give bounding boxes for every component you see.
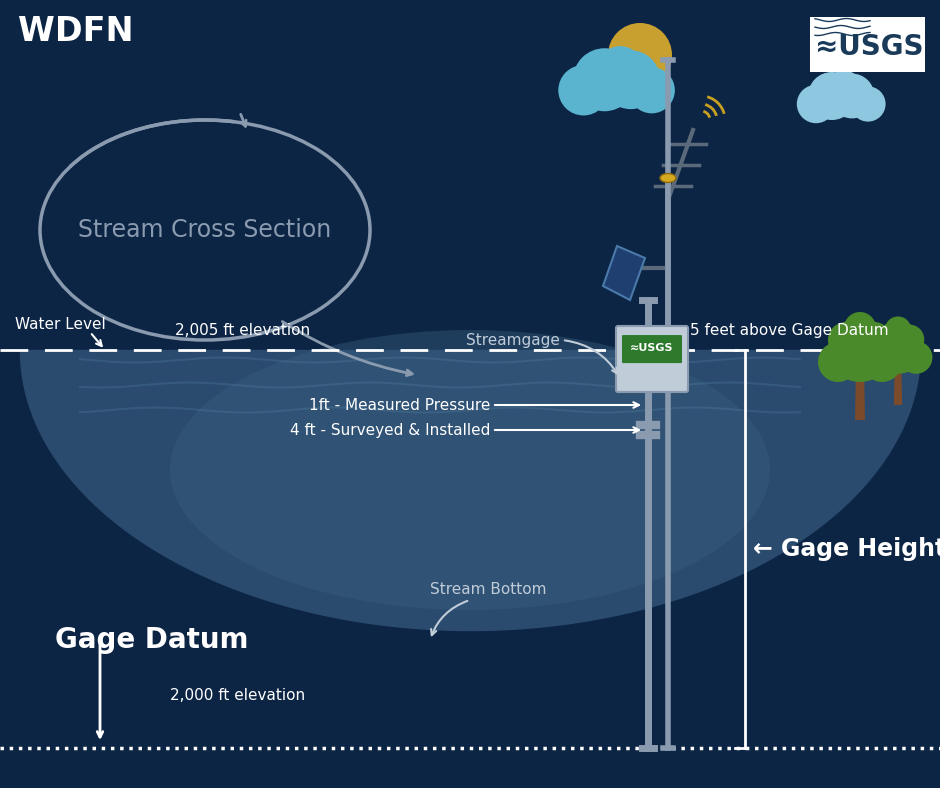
Text: 4 ft - Surveyed & Installed: 4 ft - Surveyed & Installed [290, 422, 490, 437]
Circle shape [871, 325, 901, 354]
Circle shape [880, 340, 903, 363]
Circle shape [826, 70, 862, 106]
Text: Gage Datum: Gage Datum [55, 626, 248, 654]
Circle shape [811, 76, 840, 105]
Polygon shape [894, 360, 902, 405]
Circle shape [862, 342, 902, 382]
Text: ← Gage Height: ← Gage Height [753, 537, 940, 561]
Circle shape [797, 85, 836, 123]
Ellipse shape [170, 330, 770, 610]
Circle shape [851, 87, 885, 121]
Circle shape [818, 342, 858, 382]
Text: Streamgage: Streamgage [466, 333, 560, 348]
Circle shape [856, 322, 892, 358]
Circle shape [828, 322, 864, 358]
Circle shape [893, 340, 916, 363]
Text: 1ft - Measured Pressure: 1ft - Measured Pressure [308, 397, 490, 412]
Circle shape [854, 341, 882, 369]
Ellipse shape [660, 173, 676, 183]
Circle shape [871, 322, 924, 374]
FancyBboxPatch shape [616, 326, 688, 392]
Circle shape [608, 23, 672, 87]
Text: Stream Bottom: Stream Bottom [430, 582, 546, 597]
Circle shape [808, 72, 856, 120]
Polygon shape [855, 365, 865, 420]
Circle shape [558, 65, 609, 116]
Circle shape [895, 325, 924, 354]
Text: WDFN: WDFN [18, 15, 133, 48]
Text: Stream Cross Section: Stream Cross Section [78, 218, 332, 242]
FancyBboxPatch shape [622, 335, 682, 363]
Polygon shape [603, 246, 645, 300]
Circle shape [597, 46, 643, 92]
Circle shape [864, 341, 897, 374]
Text: ≈USGS: ≈USGS [630, 343, 674, 353]
Text: 5 feet above Gage Datum: 5 feet above Gage Datum [690, 323, 888, 338]
Circle shape [602, 50, 660, 110]
Circle shape [577, 54, 615, 91]
Circle shape [885, 317, 911, 343]
Text: 2,000 ft elevation: 2,000 ft elevation [170, 687, 306, 702]
Circle shape [838, 341, 866, 369]
Circle shape [573, 48, 636, 111]
Circle shape [900, 341, 932, 374]
Circle shape [828, 318, 892, 382]
Circle shape [844, 312, 876, 344]
Text: 2,005 ft elevation: 2,005 ft elevation [175, 323, 310, 338]
Circle shape [830, 73, 874, 118]
FancyBboxPatch shape [810, 17, 925, 72]
Text: Water Level: Water Level [15, 317, 105, 332]
Circle shape [629, 67, 675, 113]
Text: ≈USGS: ≈USGS [815, 33, 923, 61]
